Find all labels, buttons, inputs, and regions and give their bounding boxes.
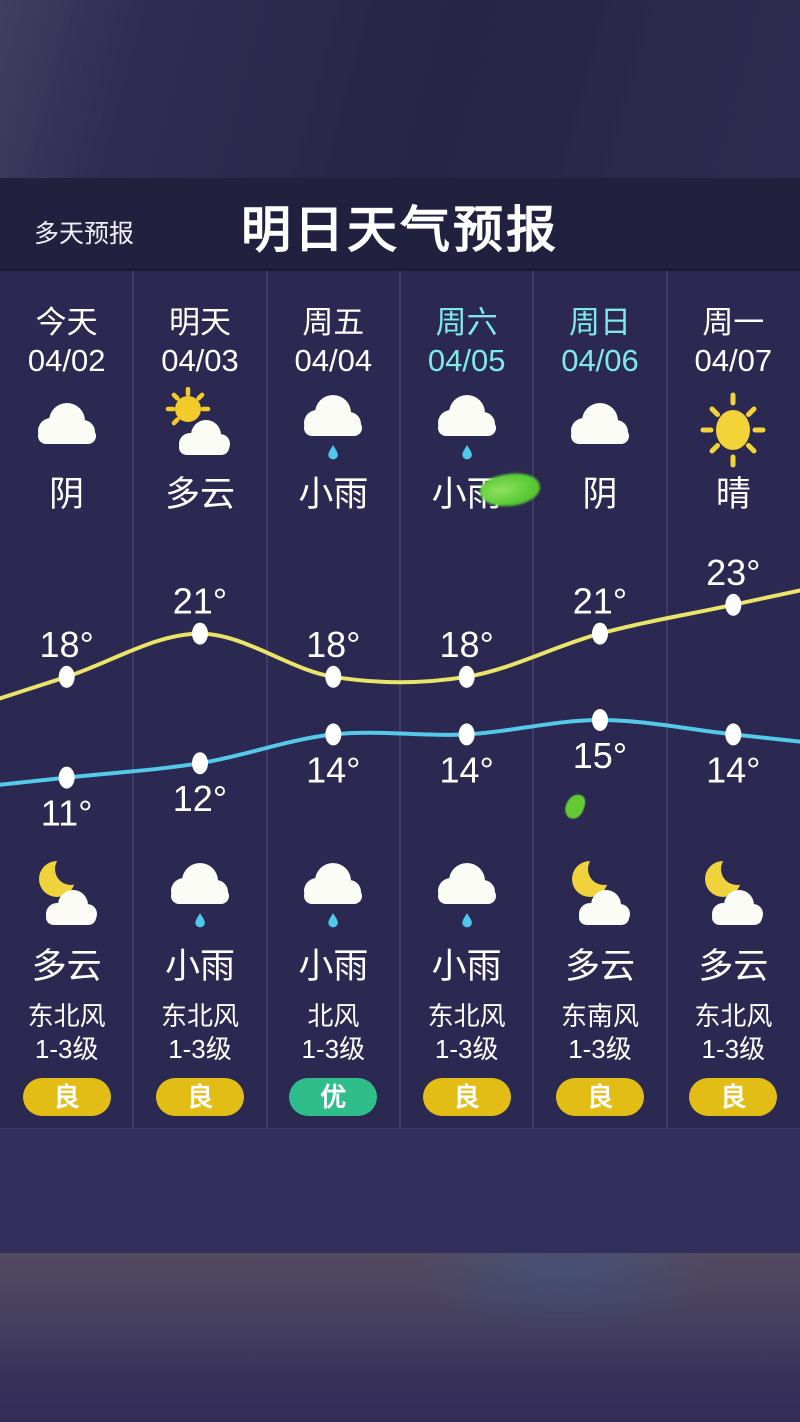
aqi-badge: 良 [22, 1078, 111, 1116]
day-date: 04/06 [561, 343, 639, 378]
aqi-badge: 优 [289, 1078, 378, 1116]
night-condition: 多云 [564, 947, 635, 986]
day-date: 04/07 [694, 343, 773, 378]
day-date: 04/03 [161, 343, 239, 378]
forecast-panel: 今天 04/02 阴 多云 东北风 1-3级 良 明天 04/03 多云 小雨 … [0, 268, 800, 1128]
night-condition: 小雨 [164, 947, 235, 986]
wind-direction: 东南风 [560, 1001, 639, 1031]
aqi-badge: 良 [689, 1078, 778, 1116]
wind-direction: 北风 [307, 1001, 360, 1031]
wind-level: 1-3级 [701, 1034, 766, 1064]
night-condition: 小雨 [431, 947, 502, 986]
day-condition: 小雨 [298, 475, 369, 514]
day-name: 周日 [568, 305, 631, 340]
day-name: 明天 [168, 305, 231, 340]
wind-direction: 东北风 [694, 1001, 773, 1031]
aqi-badge: 良 [422, 1078, 511, 1116]
wind-direction: 东北风 [427, 1001, 506, 1031]
forecast-column-1[interactable]: 今天 04/02 阴 多云 东北风 1-3级 良 [0, 271, 133, 1128]
forecast-column-4[interactable]: 周六 04/05 小雨 小雨 东北风 1-3级 良 [400, 271, 533, 1128]
cloudy-moon-icon [561, 855, 639, 941]
partly-cloudy-day-icon [161, 386, 239, 473]
wind-direction: 东北风 [160, 1001, 239, 1031]
forecast-column-2[interactable]: 明天 04/03 多云 小雨 东北风 1-3级 良 [133, 271, 266, 1128]
night-condition: 小雨 [298, 947, 369, 986]
cloudy-moon-icon [694, 855, 772, 941]
day-name: 周六 [435, 305, 498, 340]
multi-day-forecast-tab[interactable]: 多天预报 [34, 220, 135, 248]
light-rain-icon [428, 855, 506, 941]
day-date: 04/04 [294, 343, 373, 378]
day-date: 04/05 [427, 343, 506, 378]
cloudy-icon [28, 387, 106, 473]
video-background-bottom [0, 1253, 800, 1422]
forecast-column-5[interactable]: 周日 04/06 阴 多云 东南风 1-3级 良 [533, 271, 666, 1128]
day-condition: 晴 [715, 475, 751, 514]
wind-level: 1-3级 [568, 1034, 632, 1064]
day-condition: 阴 [49, 475, 85, 514]
day-date: 04/02 [27, 343, 106, 378]
night-condition: 多云 [698, 947, 769, 986]
aqi-badge: 良 [555, 1078, 644, 1116]
light-rain-icon [294, 387, 372, 473]
cloudy-moon-icon [28, 855, 106, 941]
wind-level: 1-3级 [168, 1034, 232, 1064]
caption-band: 气象台预报，明日2025年4月3日， [0, 1128, 800, 1254]
header-bar: 多天预报 明日天气预报 [0, 178, 800, 268]
wind-level: 1-3级 [301, 1034, 366, 1064]
page-title: 明日天气预报 [241, 202, 559, 258]
day-condition: 多云 [164, 475, 235, 514]
sunny-icon [694, 387, 772, 473]
day-name: 周五 [302, 305, 365, 340]
cloudy-icon [561, 387, 639, 473]
night-condition: 多云 [31, 947, 102, 986]
light-rain-icon [161, 855, 239, 941]
video-background-top [0, 0, 800, 178]
aqi-badge: 良 [155, 1078, 244, 1116]
wind-direction: 东北风 [27, 1001, 106, 1031]
day-name: 周一 [702, 305, 765, 340]
light-rain-icon [294, 855, 372, 941]
wind-level: 1-3级 [434, 1034, 499, 1064]
day-condition: 阴 [582, 475, 618, 514]
forecast-column-6[interactable]: 周一 04/07 晴 多云 东北风 1-3级 良 [667, 271, 800, 1128]
light-rain-icon [428, 387, 506, 473]
wind-level: 1-3级 [34, 1034, 99, 1064]
day-name: 今天 [35, 305, 98, 340]
forecast-column-3[interactable]: 周五 04/04 小雨 小雨 北风 1-3级 优 [267, 271, 400, 1128]
